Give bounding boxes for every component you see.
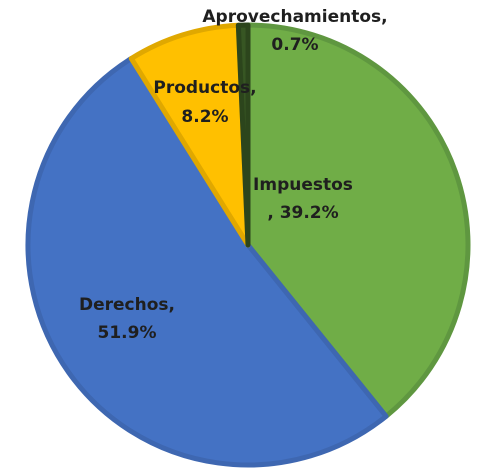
slice-value: , 39.2%: [267, 203, 338, 223]
slice-value: 51.9%: [98, 323, 157, 343]
pie-slice: [25, 56, 389, 468]
slice-value: 0.7%: [271, 35, 318, 55]
slice-label: Aprovechamientos,: [202, 7, 387, 27]
pie-slice: [128, 22, 251, 248]
pie-slice: [245, 22, 471, 419]
slice-label: Productos,: [153, 78, 256, 98]
slice-label: Derechos,: [79, 295, 175, 315]
pie-slice: [235, 22, 251, 248]
slice-value: 8.2%: [181, 107, 228, 127]
slice-label: Impuestos: [253, 175, 353, 195]
